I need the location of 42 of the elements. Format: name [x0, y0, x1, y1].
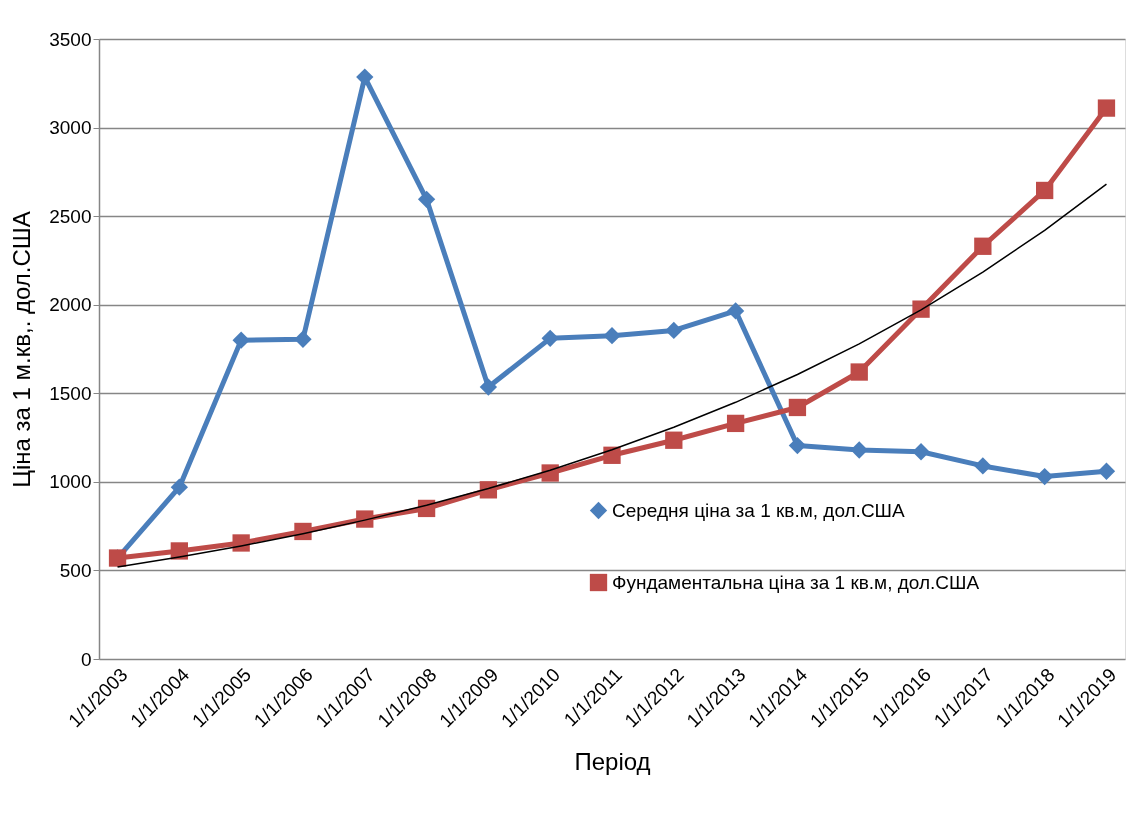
point [1097, 462, 1116, 480]
legend-label: Середня ціна за 1 кв.м, дол.США [612, 499, 906, 521]
point [170, 542, 189, 560]
point [170, 478, 189, 496]
y-tick-label: 3000 [49, 117, 92, 139]
point [603, 327, 621, 345]
legend-label: Фундаментальна ціна за 1 кв.м, дол.США [612, 571, 980, 593]
point [1035, 181, 1054, 200]
point [726, 302, 745, 320]
point [726, 414, 745, 433]
point [788, 436, 807, 455]
point [912, 300, 930, 318]
point [479, 378, 498, 396]
point [356, 510, 374, 528]
point [850, 363, 868, 381]
y-tick-label: 1500 [49, 382, 92, 404]
point [294, 330, 312, 348]
point [1035, 467, 1054, 486]
y-tick-label: 3500 [49, 28, 92, 50]
point [974, 237, 992, 255]
point [665, 431, 683, 449]
y-tick-label: 2500 [49, 205, 92, 227]
point [665, 321, 683, 340]
point [603, 446, 621, 464]
point [541, 464, 559, 482]
point [232, 534, 250, 552]
point [850, 441, 868, 459]
point [541, 329, 559, 348]
point [356, 68, 374, 86]
point [294, 522, 312, 541]
point [912, 443, 930, 461]
point [417, 190, 436, 208]
x-axis-title: Період [574, 748, 651, 776]
y-tick-label: 2000 [49, 294, 92, 316]
point [974, 457, 992, 475]
y-tick-label: 0 [80, 648, 92, 670]
point [788, 398, 807, 417]
y-axis-title: Ціна за 1 м.кв,. дол.США [8, 211, 36, 488]
point [1097, 99, 1116, 117]
y-tick-label: 1000 [49, 471, 92, 493]
y-tick-label: 500 [59, 559, 92, 581]
point [232, 331, 250, 349]
